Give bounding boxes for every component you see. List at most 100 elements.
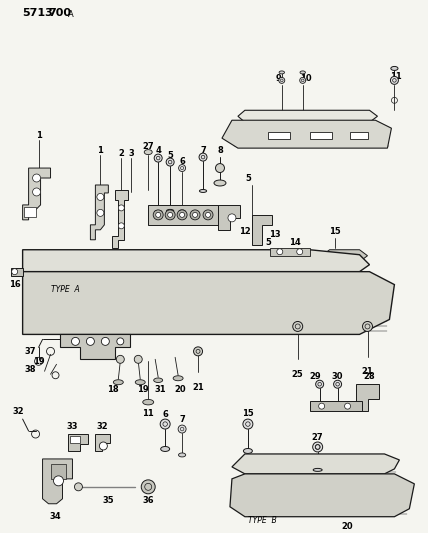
Circle shape [319, 403, 325, 409]
Text: 12: 12 [239, 227, 251, 236]
Text: 6: 6 [162, 409, 168, 418]
Bar [71, 436, 80, 443]
Polygon shape [230, 474, 414, 516]
Circle shape [99, 442, 107, 450]
Ellipse shape [300, 71, 306, 74]
Ellipse shape [391, 67, 398, 70]
Circle shape [101, 337, 109, 345]
Circle shape [297, 249, 303, 255]
Text: 33: 33 [67, 422, 78, 431]
Text: 27: 27 [143, 142, 154, 151]
Polygon shape [23, 168, 51, 220]
Circle shape [190, 210, 200, 220]
Circle shape [154, 154, 162, 162]
Text: 13: 13 [269, 230, 281, 239]
Circle shape [116, 356, 124, 364]
Text: 5: 5 [245, 174, 251, 182]
Circle shape [243, 419, 253, 429]
Circle shape [345, 403, 351, 409]
Text: 19: 19 [33, 357, 45, 366]
Circle shape [300, 77, 306, 83]
Circle shape [118, 205, 124, 211]
Text: 25: 25 [292, 370, 303, 379]
Text: TYPE  B: TYPE B [248, 516, 276, 525]
Ellipse shape [199, 189, 207, 192]
Bar [310, 132, 332, 139]
Text: 15: 15 [329, 227, 341, 236]
Ellipse shape [178, 453, 186, 457]
Text: 15: 15 [242, 409, 254, 418]
Bar [11, 268, 23, 276]
Text: 1: 1 [98, 146, 103, 155]
Ellipse shape [334, 405, 341, 408]
Text: 5713: 5713 [23, 7, 54, 18]
Text: 9: 9 [276, 74, 282, 83]
Circle shape [118, 223, 124, 229]
Ellipse shape [154, 378, 163, 383]
Text: 2: 2 [119, 149, 124, 158]
Text: 38: 38 [25, 365, 36, 374]
Ellipse shape [313, 469, 322, 471]
Polygon shape [42, 459, 72, 504]
Text: 11: 11 [143, 409, 154, 418]
Circle shape [74, 483, 83, 491]
Ellipse shape [113, 379, 123, 385]
Bar [310, 401, 362, 411]
Text: 32: 32 [13, 407, 24, 416]
Circle shape [363, 321, 372, 332]
Polygon shape [356, 384, 380, 411]
Bar [268, 132, 290, 139]
Text: 14: 14 [289, 238, 300, 247]
Circle shape [228, 214, 236, 222]
Ellipse shape [155, 211, 162, 213]
Text: 28: 28 [364, 372, 375, 381]
Circle shape [293, 321, 303, 332]
Circle shape [54, 476, 63, 486]
Polygon shape [95, 434, 110, 451]
Circle shape [180, 212, 184, 217]
Ellipse shape [179, 210, 185, 213]
Circle shape [279, 77, 285, 83]
Ellipse shape [244, 448, 253, 454]
Text: 30: 30 [332, 372, 343, 381]
Text: 8: 8 [217, 146, 223, 155]
Circle shape [178, 425, 186, 433]
Text: 16: 16 [9, 280, 21, 289]
Text: 37: 37 [25, 347, 36, 356]
Text: 32: 32 [97, 422, 108, 431]
Bar [51, 464, 66, 479]
Text: 21: 21 [192, 383, 204, 392]
Text: 34: 34 [50, 512, 61, 521]
Circle shape [117, 338, 124, 345]
Text: 6: 6 [179, 157, 185, 166]
Text: 700: 700 [48, 7, 71, 18]
Polygon shape [23, 250, 369, 272]
Ellipse shape [166, 209, 174, 212]
Polygon shape [60, 334, 130, 359]
Text: 36: 36 [143, 496, 154, 505]
Circle shape [277, 249, 283, 255]
Circle shape [215, 164, 224, 173]
Text: 7: 7 [200, 146, 206, 155]
Circle shape [193, 347, 202, 356]
Circle shape [156, 212, 160, 217]
Ellipse shape [173, 376, 183, 381]
Text: 5: 5 [265, 238, 271, 247]
Text: TYPE  A: TYPE A [51, 285, 79, 294]
Circle shape [166, 158, 174, 166]
Text: 31: 31 [155, 385, 166, 394]
Circle shape [168, 212, 172, 217]
Text: 7: 7 [179, 415, 185, 424]
Text: 21: 21 [362, 367, 373, 376]
Text: 11: 11 [389, 72, 401, 81]
Text: 5: 5 [167, 151, 173, 159]
Circle shape [33, 188, 41, 196]
Text: 4: 4 [155, 146, 161, 155]
Polygon shape [148, 205, 218, 225]
Circle shape [203, 210, 213, 220]
Circle shape [97, 193, 104, 200]
Polygon shape [90, 185, 108, 240]
Circle shape [12, 269, 18, 274]
Text: 18: 18 [107, 385, 119, 394]
Text: 29: 29 [310, 372, 321, 381]
